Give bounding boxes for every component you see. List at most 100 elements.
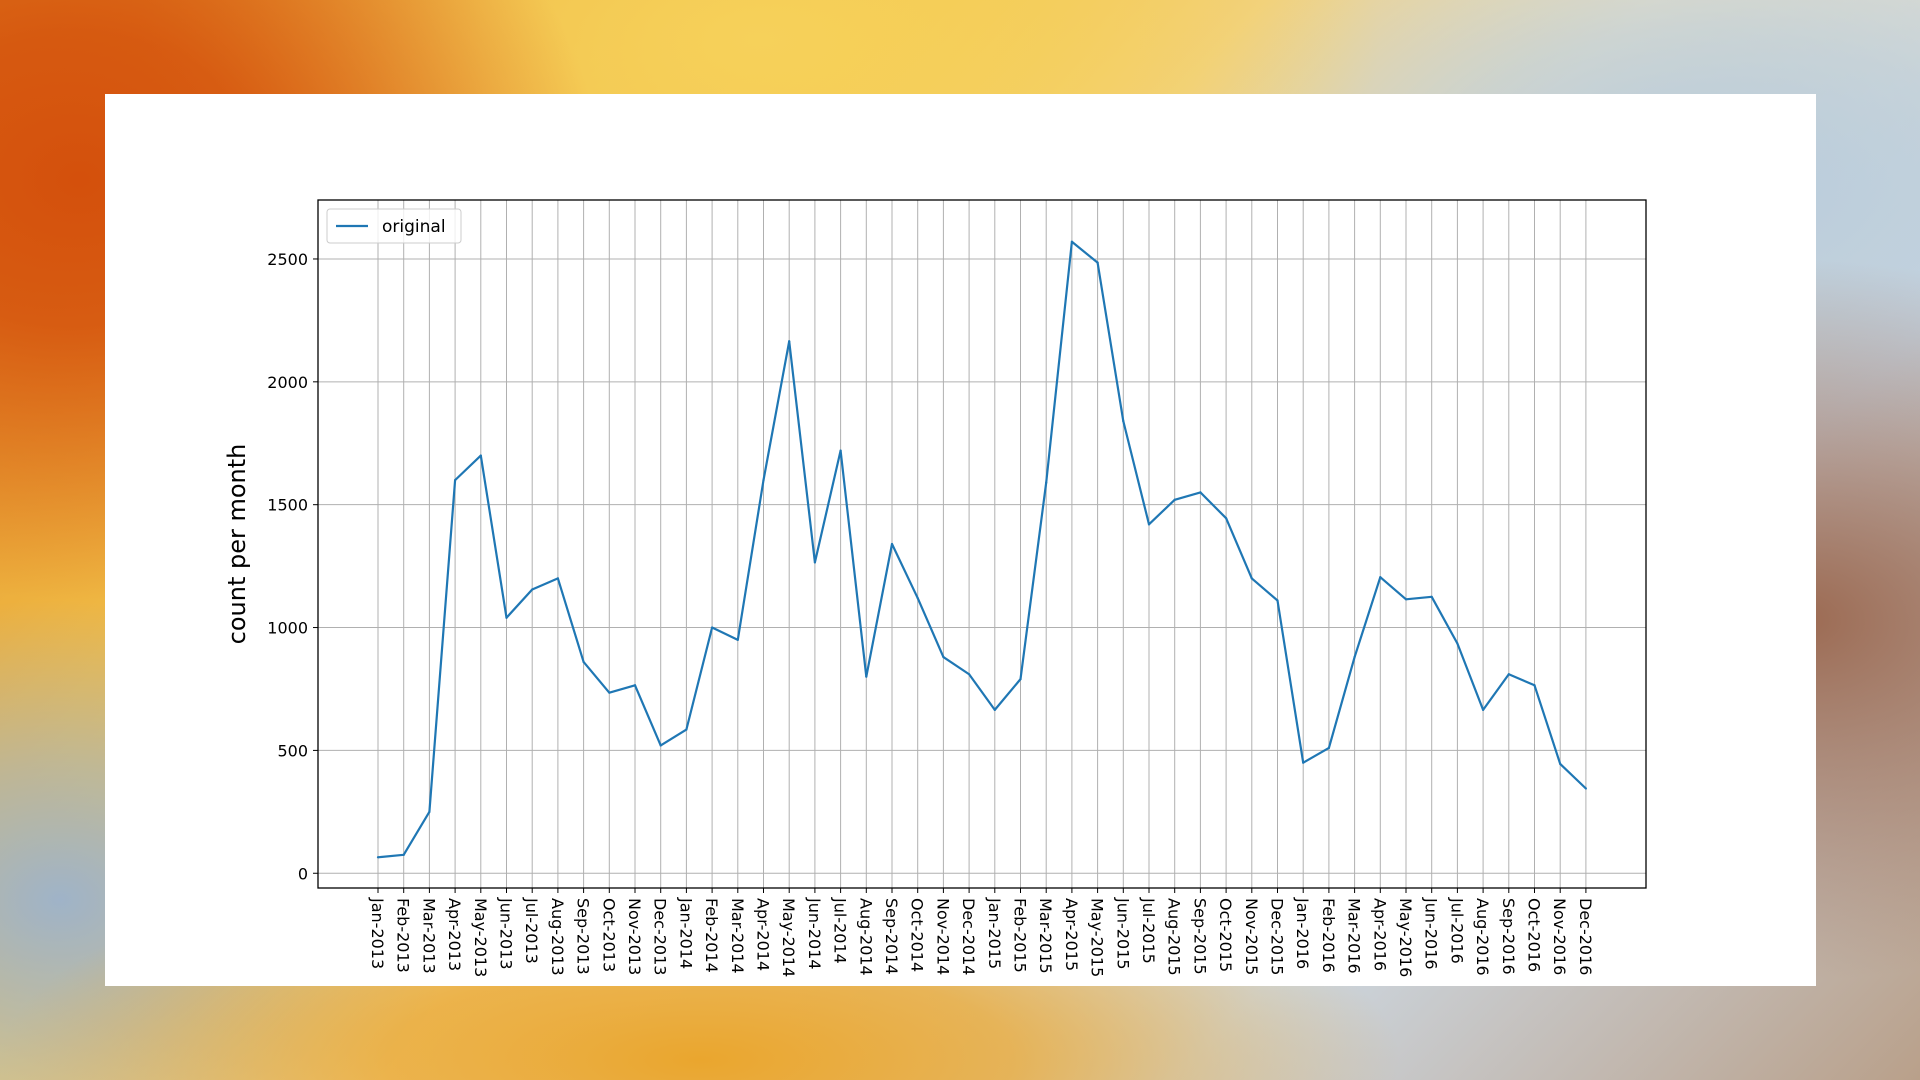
data-point — [531, 588, 534, 591]
x-tick-label: Apr-2013 — [445, 898, 464, 971]
data-point — [1225, 517, 1228, 520]
x-tick-label: Oct-2013 — [599, 898, 618, 972]
x-tick-label: Sep-2014 — [882, 898, 901, 975]
horizontal-gridlines — [318, 258, 1646, 874]
data-point — [1430, 595, 1433, 598]
line-chart: 0 500 1000 1500 2000 2500 Jan-2013 Feb-2013 Mar… — [223, 199, 1647, 977]
plot-area — [317, 199, 1647, 889]
x-tick-label: Aug-2014 — [856, 898, 875, 976]
data-point — [1379, 576, 1382, 579]
x-tick-label: Jun-2014 — [805, 897, 824, 970]
x-tick-label: Jul-2013 — [522, 897, 541, 964]
y-tick-label: 500 — [277, 741, 308, 760]
data-point — [1327, 746, 1330, 750]
y-tick-label: 0 — [298, 864, 308, 883]
x-tick-label: Aug-2016 — [1473, 898, 1492, 976]
data-point — [1045, 481, 1048, 484]
data-point — [608, 691, 611, 694]
data-point — [1250, 577, 1253, 580]
x-tick-label: Feb-2015 — [1011, 898, 1030, 973]
x-axis-ticks: Jan-2013 Feb-2013 Mar-2013 Apr-2013 May-2013… — [368, 888, 1595, 977]
data-point — [659, 744, 662, 747]
x-tick-label: Dec-2016 — [1576, 898, 1595, 975]
data-point — [1276, 599, 1279, 602]
x-tick-label: Oct-2016 — [1525, 898, 1544, 972]
data-point — [1302, 761, 1305, 764]
x-tick-label: Dec-2015 — [1268, 898, 1287, 975]
x-tick-label: Jul-2016 — [1447, 897, 1466, 964]
y-tick-label: 1500 — [267, 496, 308, 515]
x-tick-label: Dec-2014 — [959, 898, 978, 975]
data-point — [968, 673, 971, 676]
data-point — [685, 728, 688, 731]
legend-label-original: original — [382, 217, 446, 237]
x-tick-label: May-2013 — [471, 898, 490, 977]
data-point — [1173, 498, 1176, 501]
y-axis-ticks: 0 500 1000 1500 2000 2500 — [267, 250, 318, 883]
data-point — [942, 655, 945, 659]
x-tick-label: Aug-2013 — [548, 898, 567, 976]
data-point — [1096, 261, 1099, 264]
x-tick-label: Mar-2015 — [1036, 898, 1055, 974]
data-point — [1559, 762, 1562, 766]
x-tick-label: Jul-2015 — [1139, 897, 1158, 964]
x-tick-label: Apr-2016 — [1370, 898, 1389, 971]
x-tick-label: Oct-2015 — [1216, 898, 1235, 972]
y-axis-title: count per month — [223, 444, 251, 645]
y-tick-label: 1000 — [267, 619, 308, 638]
x-tick-label: May-2016 — [1396, 898, 1415, 977]
data-point — [1584, 787, 1587, 790]
x-tick-label: Feb-2016 — [1319, 898, 1338, 973]
data-point — [505, 616, 508, 619]
data-point — [1456, 642, 1459, 645]
data-point — [1147, 523, 1151, 526]
x-tick-label: Apr-2015 — [1062, 898, 1081, 971]
legend: original — [326, 208, 462, 244]
data-point — [1482, 708, 1485, 711]
x-tick-label: Jul-2014 — [831, 897, 850, 964]
x-tick-label: Dec-2013 — [651, 898, 670, 975]
x-tick-label: Mar-2013 — [419, 898, 438, 974]
data-point — [865, 675, 868, 678]
data-point — [890, 542, 894, 546]
data-point — [916, 596, 919, 600]
y-tick-label: 2000 — [267, 373, 308, 392]
x-tick-label: Jun-2015 — [1113, 897, 1132, 970]
x-tick-label: Jan-2014 — [676, 897, 695, 969]
legend-box — [326, 208, 462, 244]
chart-card: 0 500 1000 1500 2000 2500 Jan-2013 Feb-2013 Mar… — [105, 94, 1816, 986]
x-tick-label: Nov-2015 — [1242, 898, 1261, 975]
data-point — [788, 340, 791, 343]
x-tick-label: Nov-2013 — [625, 898, 644, 975]
data-point — [711, 626, 714, 629]
data-point — [813, 561, 817, 564]
data-point — [402, 853, 405, 856]
x-tick-label: Feb-2013 — [394, 898, 413, 973]
x-tick-label: Jan-2015 — [985, 897, 1004, 969]
x-tick-label: Apr-2014 — [754, 898, 773, 971]
data-point — [1070, 240, 1073, 243]
x-tick-label: Nov-2014 — [933, 898, 952, 975]
x-tick-label: Mar-2014 — [728, 898, 747, 974]
data-point — [736, 638, 739, 641]
data-point — [1122, 420, 1125, 423]
data-point — [1404, 598, 1408, 601]
y-tick-label: 2500 — [267, 250, 308, 269]
x-tick-label: May-2015 — [1088, 898, 1107, 977]
x-tick-label: Jun-2013 — [497, 897, 516, 970]
x-tick-label: Jan-2013 — [368, 897, 387, 969]
data-point — [993, 708, 996, 711]
data-point — [762, 479, 765, 482]
x-tick-label: Nov-2016 — [1550, 898, 1569, 975]
x-tick-label: Aug-2015 — [1165, 898, 1184, 976]
x-tick-label: Feb-2014 — [702, 898, 721, 973]
x-tick-label: Oct-2014 — [908, 898, 927, 972]
data-point — [479, 454, 482, 457]
data-point — [428, 810, 431, 813]
data-point — [454, 479, 457, 482]
x-tick-label: Jun-2016 — [1422, 897, 1441, 970]
x-tick-label: May-2014 — [779, 898, 798, 977]
data-point — [556, 577, 559, 580]
data-point — [376, 856, 380, 859]
data-point — [582, 660, 585, 664]
